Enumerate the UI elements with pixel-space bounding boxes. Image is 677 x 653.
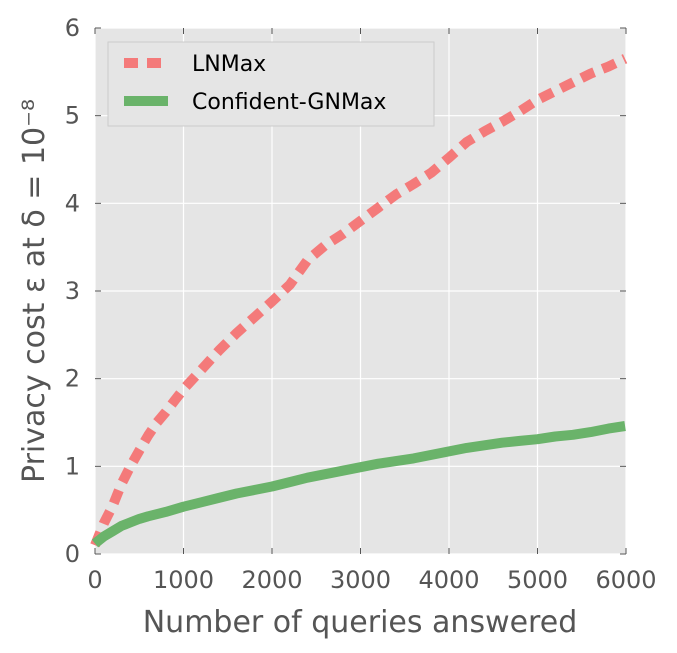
x-tick-label: 6000: [595, 566, 656, 594]
y-tick-label: 2: [65, 365, 80, 393]
x-tick-label: 5000: [507, 566, 568, 594]
y-tick-label: 6: [65, 14, 80, 42]
y-tick-label: 5: [65, 102, 80, 130]
y-tick-label: 4: [65, 189, 80, 217]
y-tick-label: 0: [65, 540, 80, 568]
x-tick-label: 2000: [241, 566, 302, 594]
confident-gnmax-series-line: [91, 421, 626, 548]
legend: LNMax Confident-GNMax: [107, 41, 435, 127]
x-tick-label: 0: [87, 566, 102, 594]
x-tick-label: 3000: [330, 566, 391, 594]
series-layer: [90, 54, 628, 548]
y-tick-label: 3: [65, 277, 80, 305]
legend-label-confident-gnmax: Confident-GNMax: [192, 90, 386, 115]
y-axis-label: Privacy cost ε at δ = 10⁻⁸: [17, 99, 52, 483]
axis-ticks: 0 1000 2000 3000 4000 5000 6000 0 1 2 3 4 5 6: [65, 14, 657, 594]
y-tick-label: 1: [65, 452, 80, 480]
x-tick-label: 4000: [418, 566, 479, 594]
x-tick-label: 1000: [153, 566, 214, 594]
legend-box: [107, 41, 435, 127]
x-axis-label: Number of queries answered: [143, 605, 578, 640]
legend-label-lnmax: LNMax: [192, 52, 266, 77]
lnmax-series-line: [90, 54, 628, 548]
